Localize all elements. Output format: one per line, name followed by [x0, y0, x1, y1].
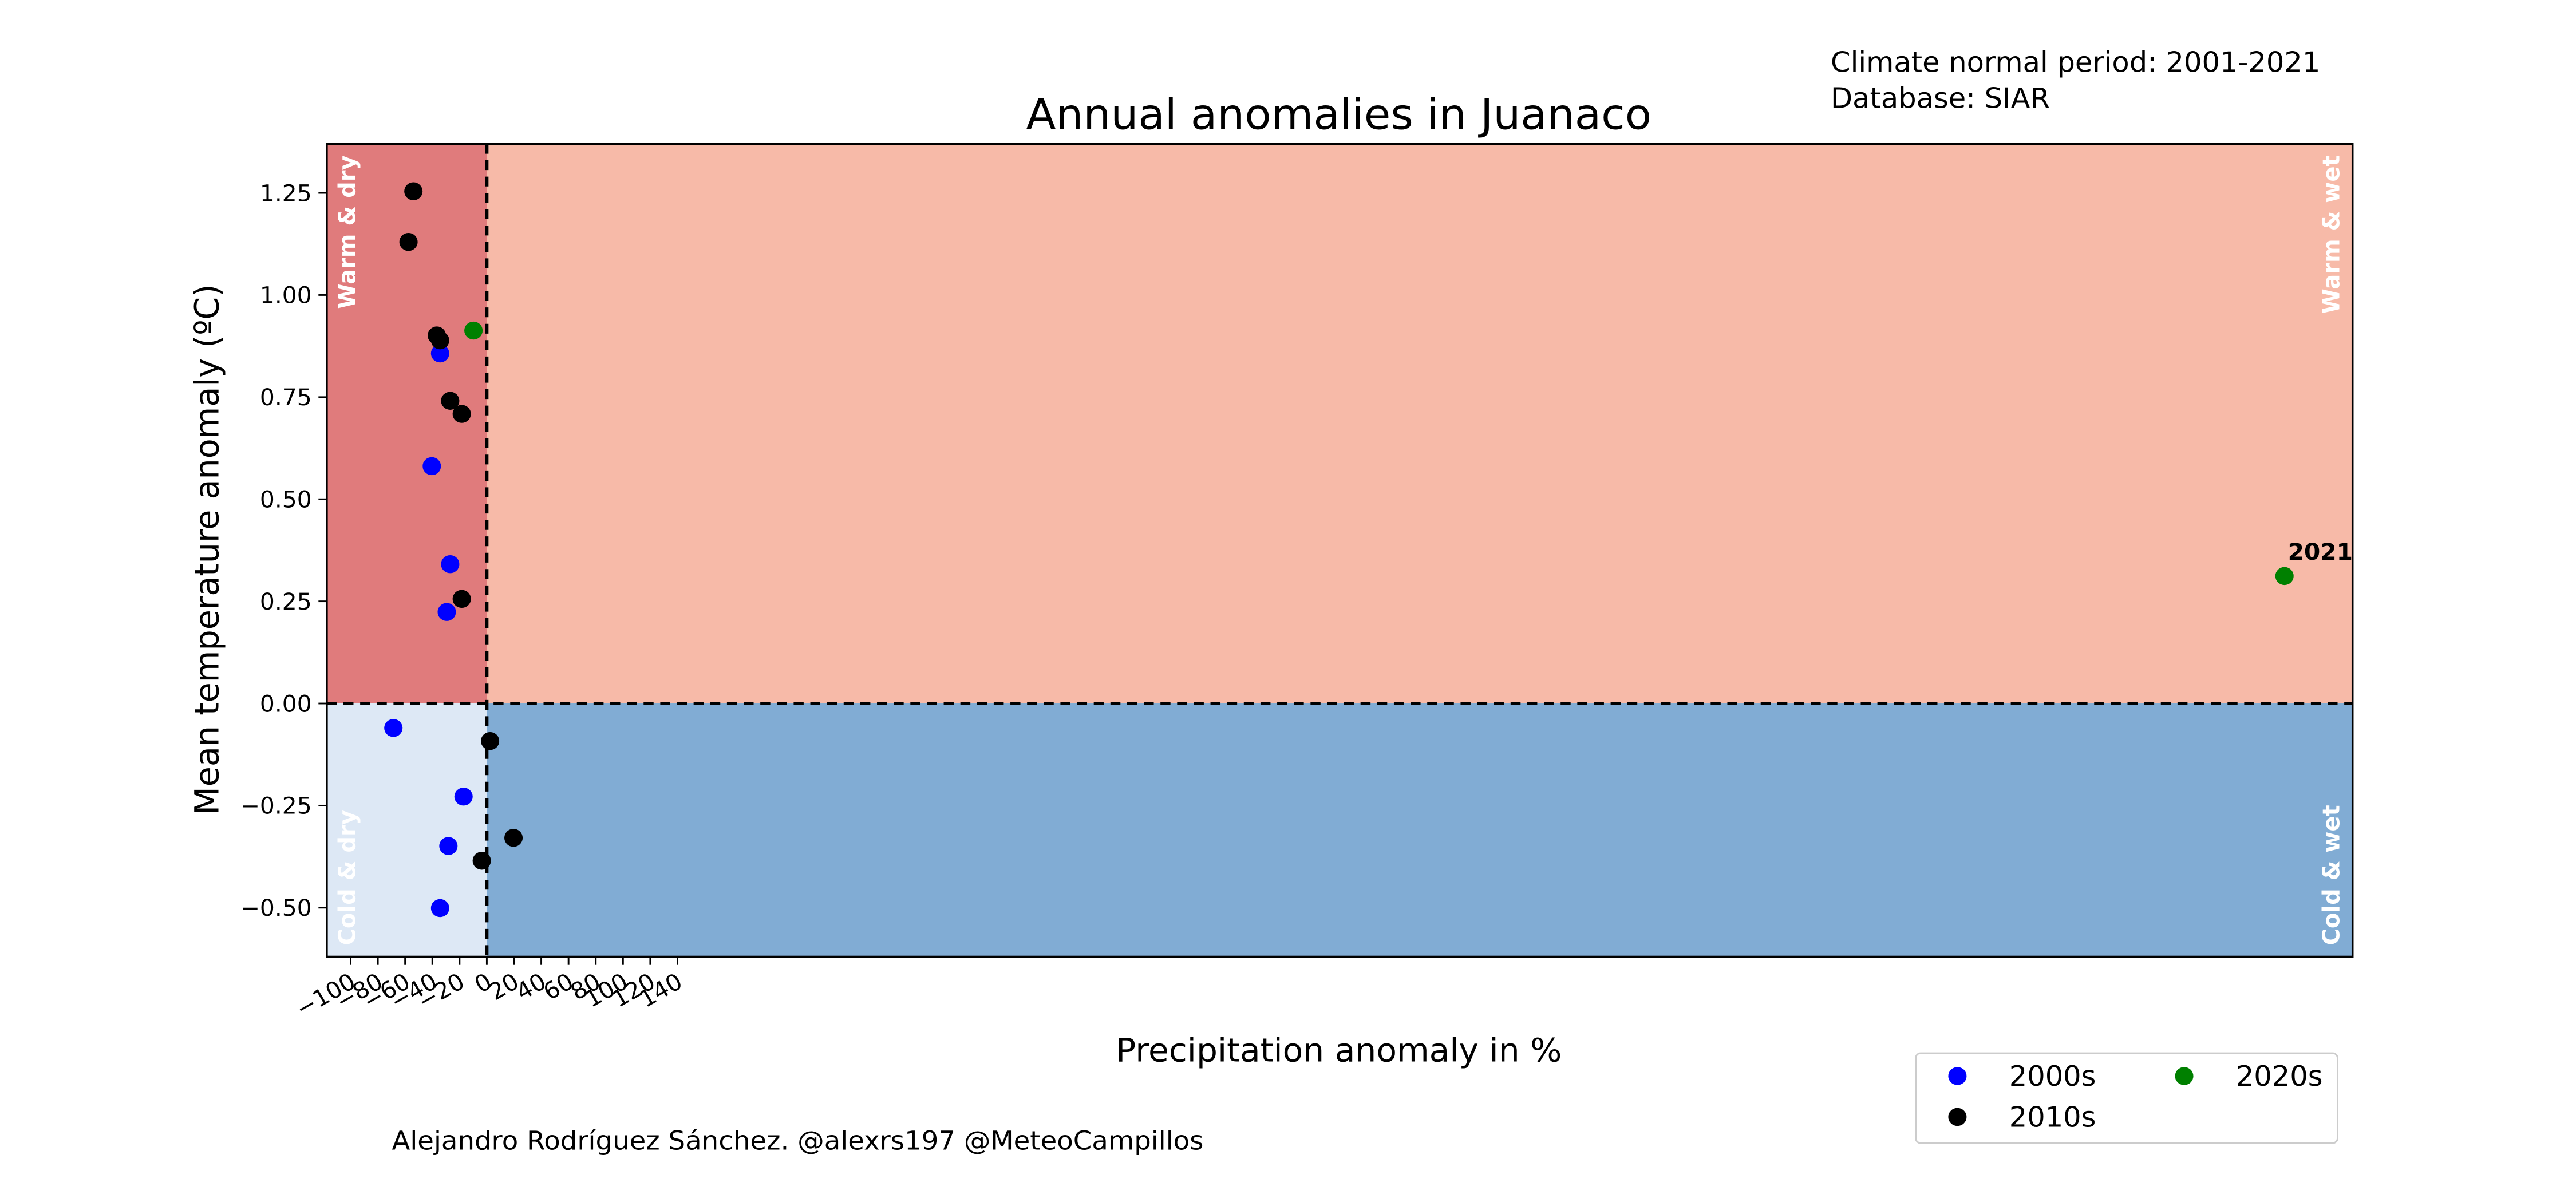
y-tick-label: 0.00	[260, 691, 312, 718]
point	[430, 899, 449, 918]
point	[399, 232, 418, 251]
y-tick-label: −0.50	[240, 895, 312, 922]
quadrant-label: Cold & dry	[334, 810, 361, 945]
legend-marker	[1948, 1108, 1967, 1126]
point	[430, 331, 449, 350]
quadrant	[487, 703, 2353, 957]
y-tick-label: 0.25	[260, 588, 312, 615]
point	[430, 344, 449, 363]
point	[2275, 567, 2294, 586]
point	[452, 405, 471, 423]
chart-title: Annual anomalies in Juanaco	[1026, 89, 1652, 139]
legend-box	[1915, 1052, 2338, 1144]
quadrant	[326, 703, 487, 957]
point	[384, 719, 403, 737]
quadrant	[487, 144, 2353, 704]
y-tick-label: 0.50	[260, 487, 312, 513]
point	[504, 829, 523, 847]
legend-marker	[2175, 1067, 2194, 1085]
y-tick-label: 0.75	[260, 384, 312, 411]
point	[404, 182, 423, 200]
legend-label: 2000s	[2009, 1060, 2096, 1093]
legend-label: 2010s	[2009, 1101, 2096, 1133]
quadrant-label: Cold & wet	[2318, 805, 2345, 945]
annotation: 2021	[2288, 539, 2353, 566]
point	[422, 457, 441, 476]
y-tick-label: 1.25	[260, 180, 312, 207]
info-line: Database: SIAR	[1831, 82, 2050, 114]
x-axis-label: Precipitation anomaly in %	[1116, 1031, 1562, 1069]
legend-label: 2020s	[2236, 1060, 2323, 1093]
point	[439, 837, 458, 855]
y-tick-label: −0.25	[240, 793, 312, 820]
point	[437, 603, 456, 621]
point	[441, 555, 460, 574]
point	[472, 852, 491, 870]
y-tick-label: 1.00	[260, 282, 312, 309]
point	[464, 321, 483, 340]
point	[441, 392, 460, 410]
credit: Alejandro Rodríguez Sánchez. @alexrs197 …	[392, 1125, 1203, 1156]
point	[452, 590, 471, 608]
quadrant-label: Warm & dry	[334, 155, 361, 309]
legend-marker	[1948, 1067, 1967, 1085]
quadrant-label: Warm & wet	[2318, 155, 2345, 314]
info-line: Climate normal period: 2001-2021	[1831, 46, 2320, 78]
plot-frame	[326, 143, 2354, 958]
y-axis-label: Mean temperature anomaly (ºC)	[187, 284, 227, 814]
point	[481, 732, 500, 750]
point	[454, 787, 473, 806]
